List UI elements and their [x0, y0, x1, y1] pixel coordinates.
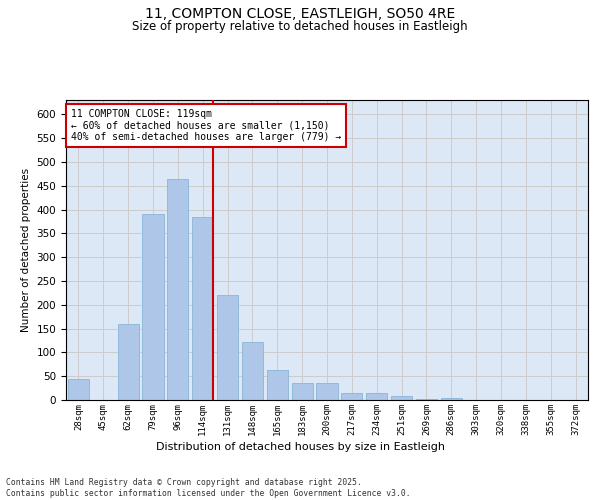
Bar	[267, 370, 288, 400]
Bar	[68, 379, 89, 400]
Bar	[441, 398, 462, 400]
Text: Contains HM Land Registry data © Crown copyright and database right 2025.
Contai: Contains HM Land Registry data © Crown c…	[6, 478, 410, 498]
Bar	[142, 214, 164, 400]
Bar	[416, 398, 437, 400]
Text: Distribution of detached houses by size in Eastleigh: Distribution of detached houses by size …	[155, 442, 445, 452]
Text: Size of property relative to detached houses in Eastleigh: Size of property relative to detached ho…	[132, 20, 468, 33]
Text: 11, COMPTON CLOSE, EASTLEIGH, SO50 4RE: 11, COMPTON CLOSE, EASTLEIGH, SO50 4RE	[145, 8, 455, 22]
Bar	[341, 393, 362, 400]
Bar	[192, 216, 213, 400]
Bar	[366, 393, 387, 400]
Bar	[391, 396, 412, 400]
Text: 11 COMPTON CLOSE: 119sqm
← 60% of detached houses are smaller (1,150)
40% of sem: 11 COMPTON CLOSE: 119sqm ← 60% of detach…	[71, 109, 341, 142]
Bar	[217, 295, 238, 400]
Y-axis label: Number of detached properties: Number of detached properties	[21, 168, 31, 332]
Bar	[292, 384, 313, 400]
Bar	[167, 178, 188, 400]
Bar	[316, 384, 338, 400]
Bar	[118, 324, 139, 400]
Bar	[242, 342, 263, 400]
